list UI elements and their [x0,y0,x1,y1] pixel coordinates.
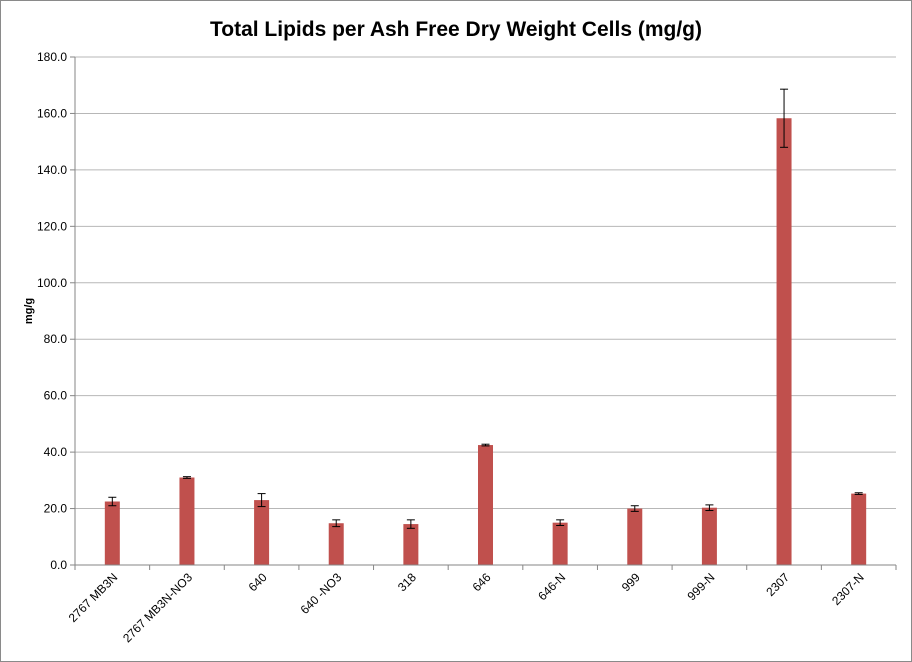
bar [627,508,643,565]
x-tick-label: 999 [619,570,643,594]
x-tick-label: 318 [395,570,419,594]
y-tick-label: 160.0 [37,106,67,120]
y-tick-label: 40.0 [44,445,68,459]
bar [478,445,493,565]
bar [851,493,867,565]
bar [254,500,270,565]
bar [552,522,568,565]
x-tick-label: 2307 [763,570,792,599]
x-tick-label: 646 [470,570,494,594]
y-tick-label: 60.0 [44,389,68,403]
y-tick-label: 80.0 [44,332,68,346]
y-tick-label: 180.0 [37,50,67,64]
bar [328,523,344,565]
x-tick-label: 2767 MB3N [66,570,121,625]
y-tick-label: 20.0 [44,502,68,516]
x-tick-label: 2307-N [829,570,867,608]
bar [403,524,419,565]
x-tick-label: 640 -NO3 [298,570,345,617]
x-tick-labels: 2767 MB3N 2767 MB3N-NO3 640 640 -NO3 318 646 6… [66,570,867,645]
bars [104,88,867,566]
y-tick-label: 140.0 [37,163,67,177]
chart-title: Total Lipids per Ash Free Dry Weight Cel… [210,18,702,41]
y-tick-label: 0.0 [50,558,67,572]
bar [104,501,120,565]
bar [701,507,717,565]
y-axis-label: mg/g [23,298,35,324]
bar [776,118,792,566]
x-tick-label: 999-N [685,570,718,603]
gridlines [75,56,896,510]
x-tick-label: 646-N [535,570,568,603]
bar [179,477,195,565]
x-tick-label: 640 [246,570,270,594]
y-tick-label: 100.0 [37,276,67,290]
x-tick-label: 2767 MB3N-NO3 [120,570,195,645]
y-tick-labels: 0.0 20.0 40.0 60.0 80.0 100.0 120.0 140.0 160.0 1… [37,50,67,572]
y-tick-label: 120.0 [37,219,67,233]
axes [70,56,897,570]
